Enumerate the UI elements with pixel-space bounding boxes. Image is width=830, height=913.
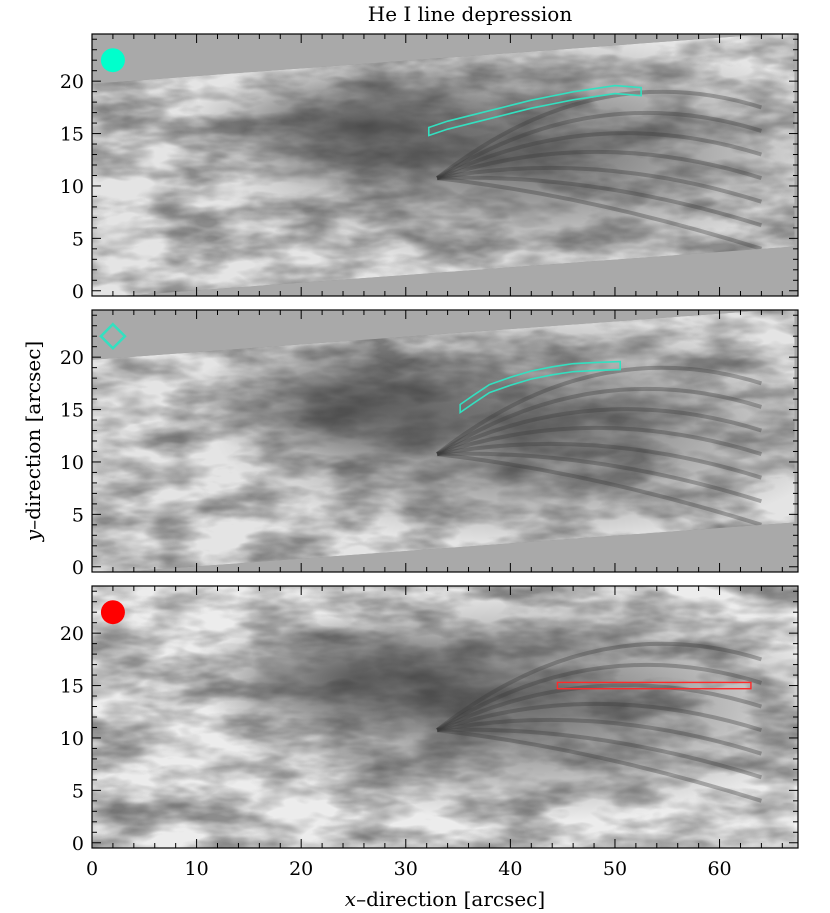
fibril-arc [436, 662, 762, 732]
y-tick-label: 5 [72, 504, 84, 526]
heatmap-image-1 [92, 34, 798, 296]
y-tick-label: 10 [60, 176, 84, 198]
fibril-arc [436, 441, 762, 480]
gray-corner-top [92, 310, 770, 360]
x-tick-label: 20 [289, 858, 313, 880]
gray-corner-top [92, 34, 770, 84]
axes-3: 0 5 10 15 20 0 10 20 30 40 50 60 [60, 586, 798, 880]
fibril-arc [437, 727, 762, 780]
x-tick-label: 60 [707, 858, 731, 880]
fibril-arc [437, 451, 762, 504]
y-tick-label: 5 [72, 228, 84, 250]
y-tick-label: 10 [60, 452, 84, 474]
panel-marker [100, 48, 125, 73]
fibril-arc [436, 149, 762, 181]
y-tick-label: 0 [72, 281, 84, 303]
y-tick-label: 5 [72, 780, 84, 802]
fibril-arc [436, 683, 762, 732]
panel-1: 0 5 10 15 20 [60, 33, 799, 303]
y-tick-label: 0 [72, 833, 84, 855]
panel-3: 0 5 10 15 20 0 10 20 30 40 50 60 [60, 585, 799, 880]
axes-1: 0 5 10 15 20 [60, 34, 798, 303]
fibril-arc [436, 176, 762, 251]
fibril-arc [436, 425, 762, 457]
fibril-arc [436, 110, 762, 180]
y-tick-label: 20 [60, 623, 84, 645]
chart-title: He I line depression [368, 2, 573, 26]
x-tick-label: 30 [394, 858, 418, 880]
y-tick-label: 0 [72, 557, 84, 579]
heatmap-image-3 [92, 586, 798, 848]
fibril-arc [436, 452, 762, 527]
x-axis-title: x–direction [arcsec] [345, 887, 545, 911]
fibril-arc [436, 701, 762, 733]
fibril-arc [436, 717, 762, 756]
heatmap-image-2 [92, 310, 798, 572]
fibril-arc [437, 175, 762, 228]
gray-corner-bottom [120, 246, 798, 296]
fibril-arc [435, 365, 762, 456]
fibril-arc [436, 131, 762, 180]
y-tick-label: 10 [60, 728, 84, 750]
x-tick-label: 0 [86, 858, 98, 880]
x-tick-label: 10 [184, 858, 208, 880]
fibril-arc [436, 386, 762, 456]
y-tick-label: 20 [60, 71, 84, 93]
contour-outline [459, 360, 621, 415]
y-tick-label: 15 [60, 400, 84, 422]
fibril-arc [436, 165, 762, 204]
box-outline [556, 681, 752, 690]
dark-core-region [92, 586, 798, 848]
fibril-arc [435, 641, 762, 732]
fibril-arc [435, 89, 762, 180]
fibril-arc [436, 728, 762, 803]
y-tick-label: 15 [60, 124, 84, 146]
dark-core-region [92, 34, 798, 296]
y-axis-title: y–direction [arcsec] [21, 341, 45, 542]
gray-corner-bottom [120, 522, 798, 572]
x-tick-label: 50 [603, 858, 627, 880]
panel-2: 0 5 10 15 20 [60, 309, 799, 579]
y-tick-label: 15 [60, 676, 84, 698]
x-tick-label: 40 [498, 858, 522, 880]
dark-core-region [92, 310, 798, 572]
panel-marker [100, 600, 125, 625]
axes-2: 0 5 10 15 20 [60, 310, 798, 579]
fibril-arc [436, 407, 762, 456]
panels: 0 5 10 15 20 0 5 10 15 20 0 5 10 15 20 0 10 20 30 40 50 60 [60, 33, 799, 880]
panel-marker [99, 322, 127, 350]
contour-outline [427, 84, 642, 137]
y-tick-label: 20 [60, 347, 84, 369]
